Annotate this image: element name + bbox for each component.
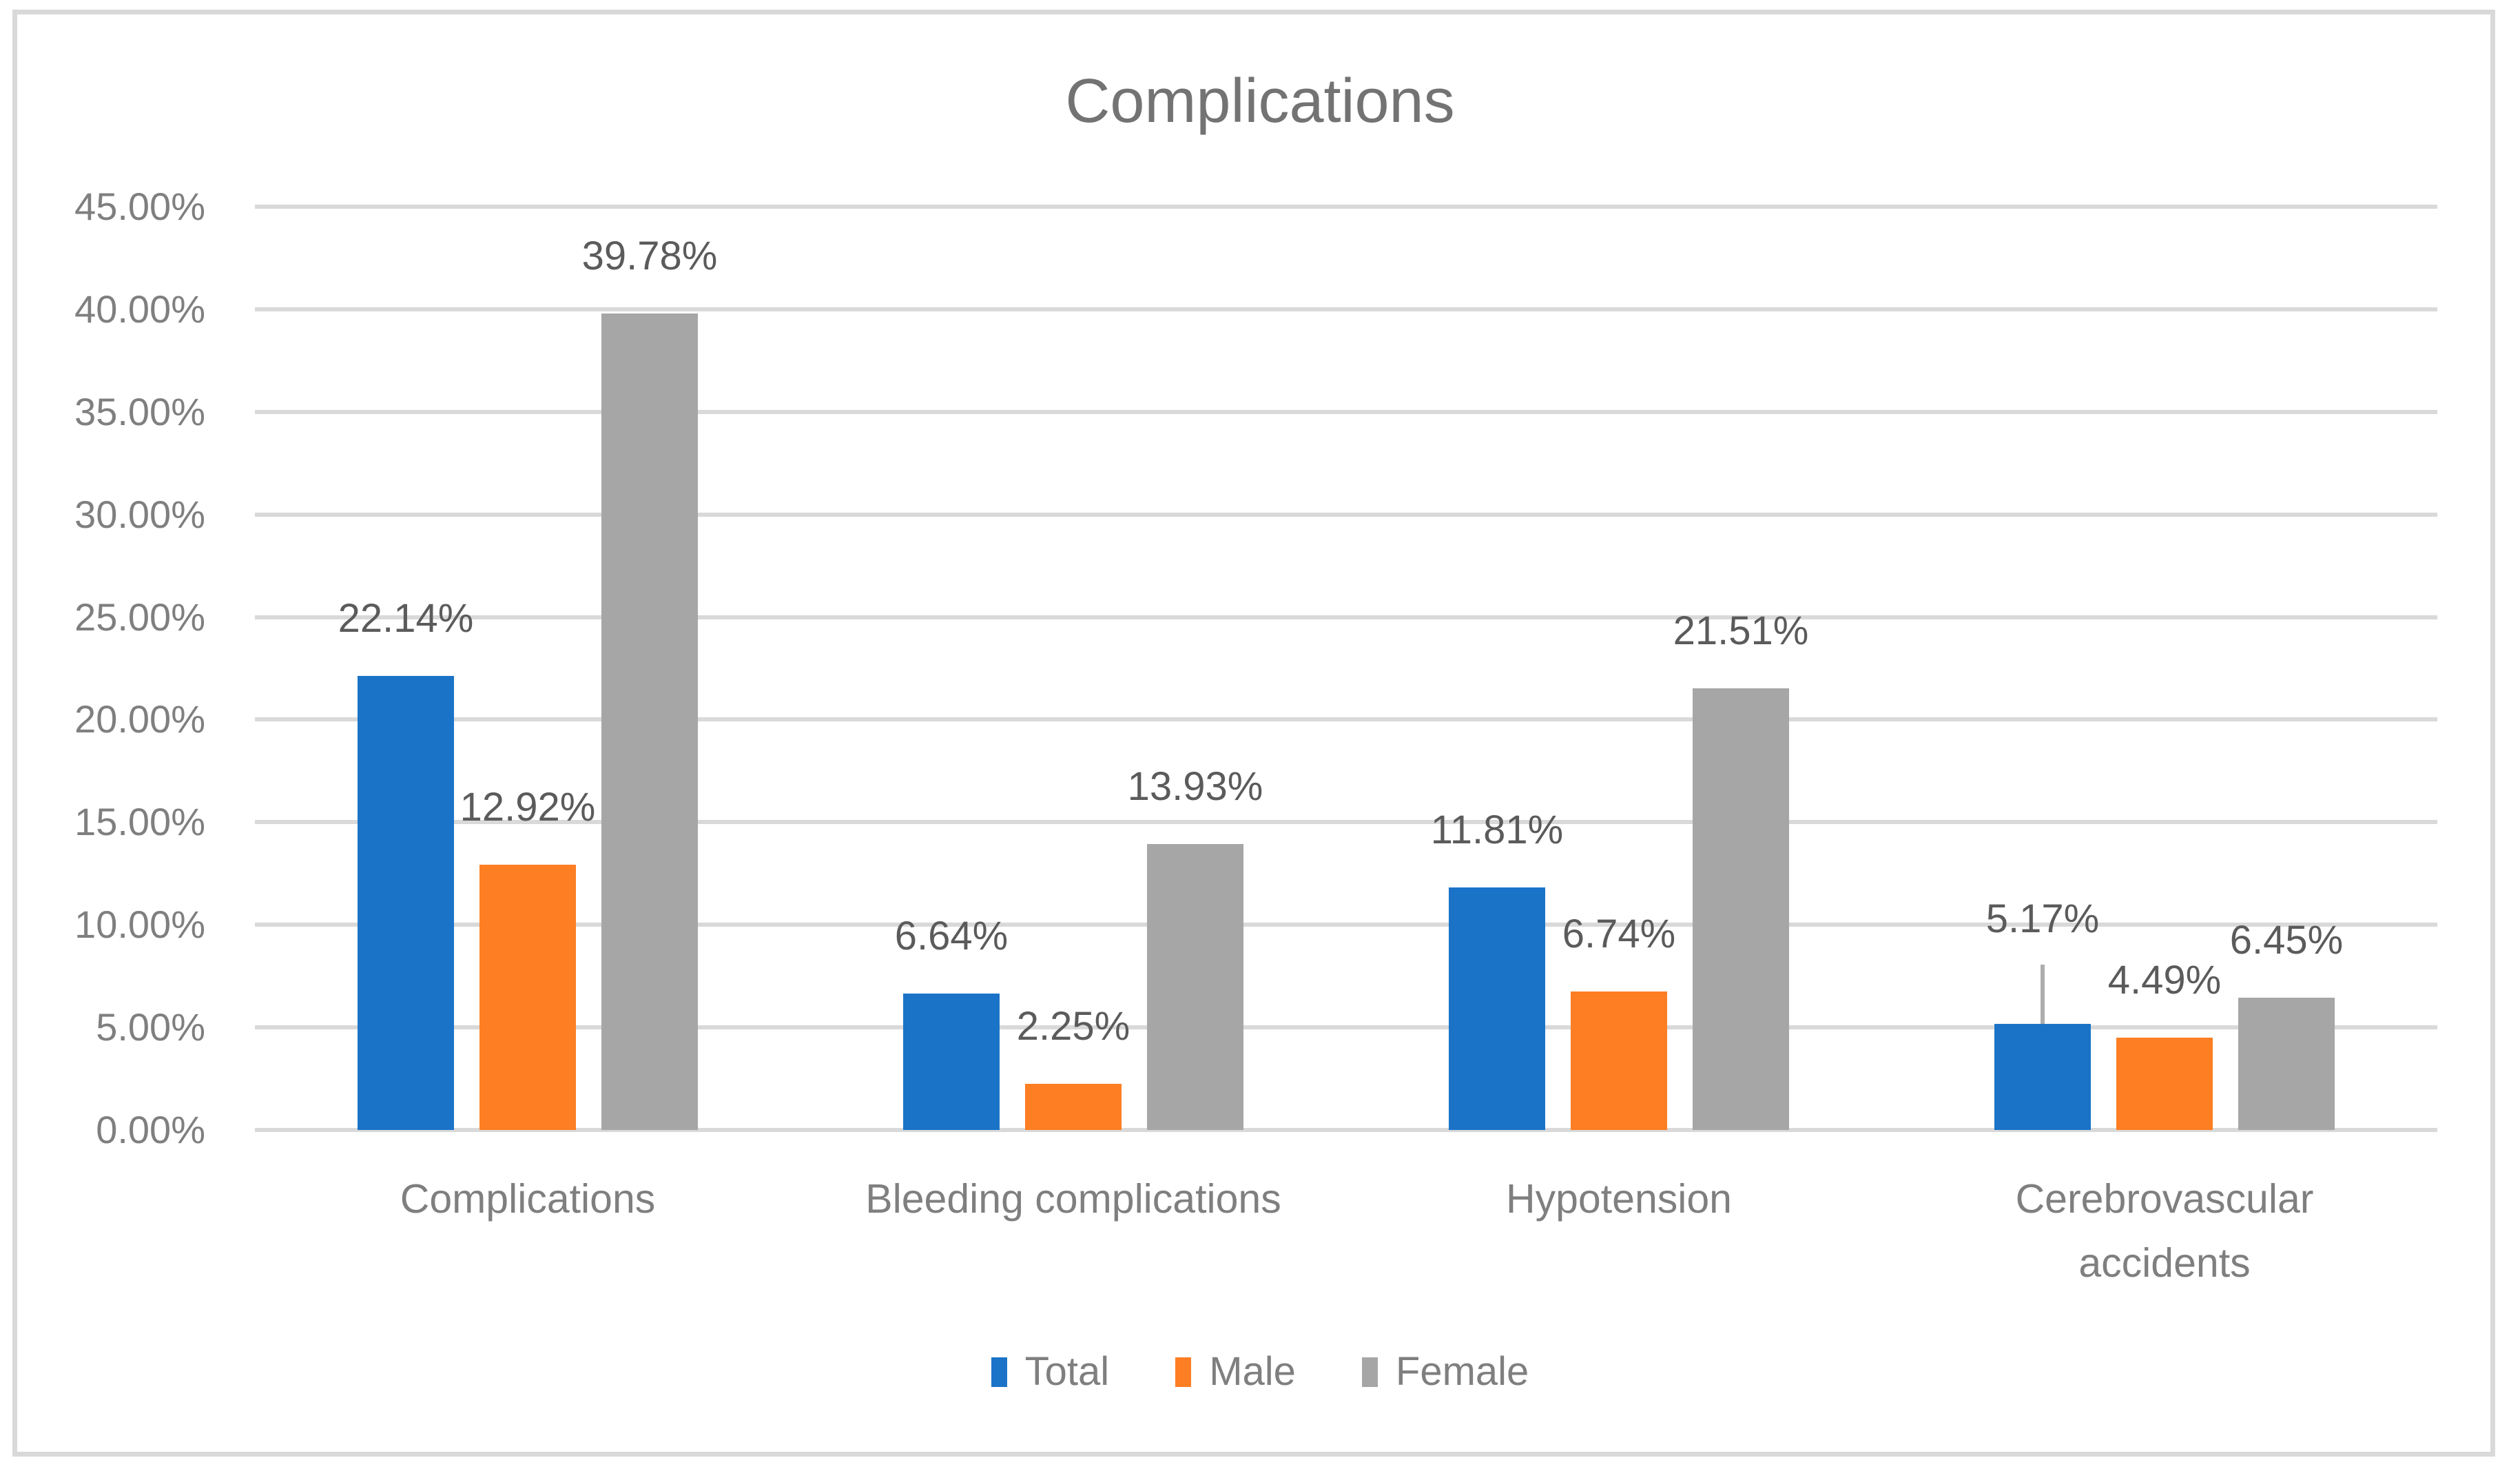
legend-label: Total	[1024, 1349, 1110, 1394]
gridline	[255, 820, 2437, 825]
y-tick-label: 10.00%	[74, 903, 205, 947]
data-label: 6.74%	[1562, 912, 1676, 956]
data-label: 13.93%	[1127, 764, 1263, 809]
category-label-0: Complications	[255, 1167, 801, 1231]
gridline	[255, 1025, 2437, 1030]
bar-male-0: 12.92%	[460, 786, 595, 1130]
y-tick-label: 25.00%	[74, 595, 205, 639]
data-label: 11.81%	[1430, 808, 1564, 852]
category-label-2: Hypotension	[1346, 1167, 1892, 1231]
bar-female-1: 13.93%	[1128, 765, 1263, 1130]
data-label: 21.51%	[1673, 608, 1809, 653]
bar-total-3: 5.17%	[1986, 898, 2099, 1130]
bar-group-1: 6.64% 2.25% 13.93%	[801, 207, 1346, 1130]
category-label-text: Bleeding complications	[865, 1176, 1281, 1222]
data-label: 12.92%	[459, 785, 596, 830]
category-label-3: Cerebrovascular accidents	[1892, 1167, 2437, 1295]
gridline	[255, 307, 2437, 311]
y-tick-label: 40.00%	[74, 287, 205, 331]
y-tick-label: 5.00%	[96, 1005, 205, 1049]
gridline	[255, 717, 2437, 722]
bar-male-1: 2.25%	[1017, 1005, 1130, 1130]
gridline	[255, 205, 2437, 209]
data-label: 6.45%	[2229, 918, 2344, 963]
legend-swatch-male	[1175, 1357, 1192, 1387]
y-tick-label: 35.00%	[74, 389, 205, 433]
legend-label: Female	[1395, 1349, 1529, 1394]
bar-total-0: 22.14%	[338, 597, 473, 1130]
bar-group-3: 5.17% 4.49% 6.45%	[1892, 207, 2437, 1130]
bar-total-1: 6.64%	[895, 915, 1008, 1130]
y-tick-label: 30.00%	[74, 492, 205, 536]
bar-male-2: 6.74%	[1562, 913, 1675, 1130]
bar-male-3: 4.49%	[2108, 959, 2221, 1130]
y-tick-label: 45.00%	[74, 185, 205, 228]
data-label: 6.64%	[894, 914, 1009, 958]
legend: Total Male Female	[0, 1348, 2520, 1396]
bar-female-3: 6.45%	[2230, 919, 2343, 1130]
data-label: 22.14%	[338, 596, 474, 641]
data-label: 2.25%	[1016, 1004, 1130, 1049]
category-label-1: Bleeding complications	[801, 1167, 1346, 1231]
category-label-text: Hypotension	[1506, 1176, 1732, 1222]
legend-label: Male	[1209, 1349, 1296, 1394]
data-label: 4.49%	[2107, 958, 2222, 1003]
gridline	[255, 512, 2437, 517]
legend-item-total: Total	[991, 1348, 1110, 1396]
legend-item-male: Male	[1175, 1348, 1296, 1396]
legend-swatch-total	[991, 1357, 1007, 1387]
data-label: 5.17%	[1985, 896, 2100, 941]
legend-item-female: Female	[1361, 1348, 1529, 1396]
data-label: 39.78%	[581, 234, 718, 278]
y-tick-label: 0.00%	[96, 1108, 205, 1151]
gridline	[255, 923, 2437, 927]
label-leader-line	[2041, 965, 2045, 1024]
bar-group-0: 22.14% 12.92% 39.78%	[255, 207, 801, 1130]
legend-swatch-female	[1361, 1357, 1378, 1387]
chart-title: Complications	[1065, 67, 1455, 136]
bar-group-2: 11.81% 6.74% 21.51%	[1346, 207, 1892, 1130]
y-tick-label: 20.00%	[74, 697, 205, 741]
bar-female-2: 21.51%	[1673, 610, 1808, 1130]
gridline	[255, 615, 2437, 619]
x-axis-line	[255, 1128, 2437, 1132]
y-tick-label: 15.00%	[74, 800, 205, 844]
category-label-text: Cerebrovascular accidents	[2015, 1176, 2314, 1286]
category-label-text: Complications	[400, 1176, 656, 1222]
bar-total-2: 11.81%	[1431, 809, 1563, 1130]
gridline	[255, 409, 2437, 414]
bar-female-0: 39.78%	[582, 235, 717, 1130]
